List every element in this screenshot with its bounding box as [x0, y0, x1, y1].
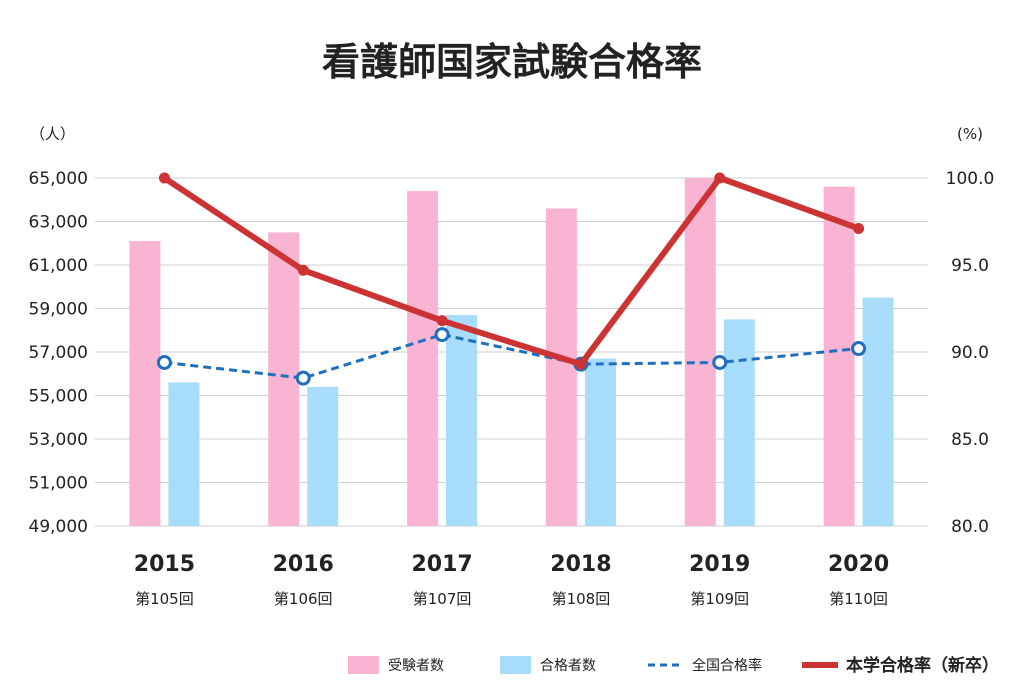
category-year-label: 2020 [828, 552, 889, 577]
point-school-pass-rate [436, 315, 448, 327]
point-national-pass-rate [851, 341, 867, 357]
left-tick-label: 49,000 [29, 517, 88, 537]
category-year-label: 2015 [134, 552, 195, 577]
right-tick-label: 90.0 [951, 343, 989, 363]
left-tick-label: 53,000 [29, 430, 88, 450]
left-tick-label: 57,000 [29, 343, 88, 363]
category-session-label: 第106回 [274, 590, 333, 608]
category-year-label: 2018 [550, 552, 611, 577]
category-session-label: 第105回 [135, 590, 194, 608]
legend-label: 合格者数 [540, 658, 596, 674]
category-year-label: 2019 [689, 552, 750, 577]
bars [129, 178, 894, 527]
left-tick-label: 59,000 [29, 300, 88, 320]
bar-passers [723, 319, 755, 526]
point-national-pass-rate [156, 354, 172, 370]
point-school-pass-rate [575, 358, 587, 370]
line-national-pass-rate [164, 333, 859, 380]
point-school-pass-rate [158, 172, 170, 184]
point-national-pass-rate [295, 370, 311, 386]
right-tick-label: 100.0 [946, 169, 995, 189]
category-session-label: 第109回 [690, 590, 749, 608]
right-tick-label: 95.0 [951, 256, 989, 276]
legend-swatch [348, 656, 379, 674]
bar-examinees [268, 232, 300, 526]
bar-examinees [684, 178, 716, 526]
right-tick-label: 80.0 [951, 517, 989, 537]
point-school-pass-rate [853, 222, 865, 234]
bar-passers [307, 386, 339, 526]
legend-swatch [500, 656, 531, 674]
legend-label: 受験者数 [388, 658, 444, 674]
tick-labels: 49,000 51,000 53,000 55,000 57,000 59,000 61,0… [29, 169, 995, 537]
bar-examinees [545, 208, 577, 526]
point-national-pass-rate [434, 327, 450, 343]
left-tick-label: 65,000 [29, 169, 88, 189]
line-school-pass-rate [162, 175, 860, 368]
left-tick-label: 51,000 [29, 474, 88, 494]
right-axis-unit: (%) [957, 125, 983, 143]
category-session-label: 第110回 [829, 590, 888, 608]
point-school-pass-rate [714, 172, 726, 184]
category-year-label: 2016 [273, 552, 334, 577]
category-labels: 2015 第105回 2016 第106回 2017 第107回 2018 第108回 2019… [134, 552, 889, 608]
bar-passers [168, 382, 200, 526]
point-school-pass-rate [297, 264, 309, 276]
left-tick-label: 61,000 [29, 256, 88, 276]
legend-label: 本学合格率（新卒） [846, 655, 999, 676]
category-session-label: 第107回 [413, 590, 472, 608]
category-year-label: 2017 [411, 552, 472, 577]
gridlines [95, 177, 928, 527]
bar-examinees [407, 191, 439, 527]
lines [156, 172, 867, 386]
bar-passers [862, 297, 894, 526]
point-national-pass-rate [712, 354, 728, 370]
left-tick-label: 55,000 [29, 387, 88, 407]
right-tick-label: 85.0 [951, 430, 989, 450]
legend-label: 全国合格率 [692, 657, 762, 674]
bar-examinees [129, 241, 161, 526]
bar-passers [584, 358, 616, 526]
bar-examinees [823, 186, 855, 526]
left-tick-label: 63,000 [29, 213, 88, 233]
bar-passers [446, 315, 478, 526]
chart-title: 看護師国家試験合格率 [322, 40, 702, 84]
left-axis-unit: （人） [30, 125, 75, 143]
legend: 受験者数 合格者数 全国合格率 本学合格率（新卒） [348, 655, 999, 676]
category-session-label: 第108回 [552, 590, 611, 608]
